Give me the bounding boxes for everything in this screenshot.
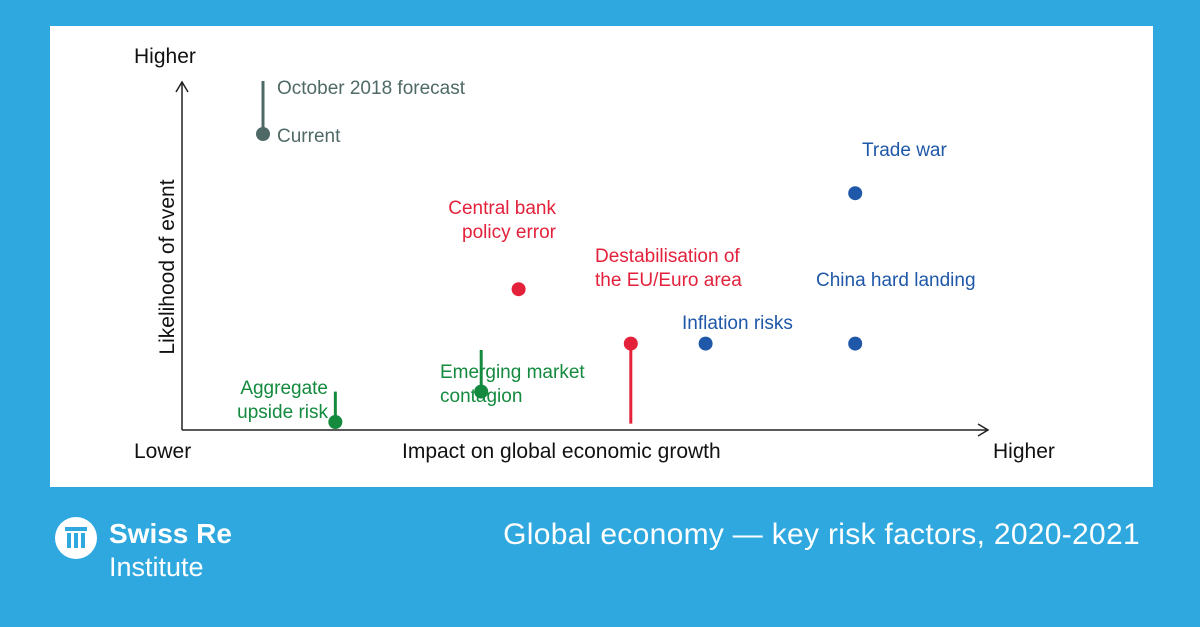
x-axis-high-label: Higher <box>993 440 1055 463</box>
chart-marks: Trade war Central bank policy error Destabi… <box>237 140 976 429</box>
legend: October 2018 forecast Current <box>256 78 466 147</box>
risk-dot <box>328 415 343 429</box>
risk-label: Emerging market <box>440 362 585 383</box>
risk-point-aggregate-upside-risk: Aggregate upside risk <box>237 378 343 429</box>
risk-point-central-bank-policy-error: Central bank policy error <box>448 198 557 297</box>
swiss-re-emblem-icon <box>55 517 97 559</box>
risk-dot <box>474 384 489 399</box>
risk-label: contagion <box>440 386 522 407</box>
chart-title: Global economy — key risk factors, 2020-… <box>503 518 1140 551</box>
risk-dot <box>848 186 863 201</box>
risk-label: China hard landing <box>816 270 976 291</box>
risk-label: Trade war <box>862 140 947 161</box>
risk-label: upside risk <box>237 402 328 423</box>
risk-label: Central bank <box>448 198 556 219</box>
x-axis-arrow-icon <box>977 423 990 437</box>
x-axis-title: Impact on global economic growth <box>402 440 721 463</box>
risk-point-inflation-risks: Inflation risks <box>682 313 793 351</box>
risk-label: Destabilisation of <box>595 246 740 267</box>
brand-subname: Institute <box>109 552 204 582</box>
risk-label: the EU/Euro area <box>595 270 742 291</box>
swiss-re-logo: Swiss Re Institute <box>54 514 354 584</box>
risk-dot <box>698 336 713 351</box>
chart-panel: Higher Lower Higher Impact on global econom… <box>50 26 1153 487</box>
risk-dot <box>848 336 863 351</box>
risk-dot <box>623 336 638 351</box>
risk-point-destabilisation-of-the-eu-euro-area: Destabilisation of the EU/Euro area <box>595 246 742 424</box>
x-axis-low-label: Lower <box>134 440 191 463</box>
y-axis-high-label: Higher <box>134 45 196 68</box>
y-axis-arrow-icon <box>175 80 189 93</box>
risk-label: Aggregate <box>240 378 328 399</box>
risk-point-trade-war: Trade war <box>848 140 947 201</box>
legend-current-dot <box>256 127 270 141</box>
axes: Higher Lower Higher Impact on global econom… <box>134 45 1055 463</box>
risk-label: policy error <box>462 222 557 243</box>
risk-dot <box>511 282 526 297</box>
risk-point-china-hard-landing: China hard landing <box>816 270 976 351</box>
risk-scatter-chart: Higher Lower Higher Impact on global econom… <box>134 45 1055 463</box>
legend-current-label: Current <box>277 126 341 147</box>
legend-forecast-label: October 2018 forecast <box>277 78 466 99</box>
risk-label: Inflation risks <box>682 313 793 334</box>
risk-point-emerging-market-contagion: Emerging market contagion <box>440 350 585 407</box>
y-axis-title: Likelihood of event <box>156 179 179 354</box>
brand-name: Swiss Re <box>109 518 232 549</box>
